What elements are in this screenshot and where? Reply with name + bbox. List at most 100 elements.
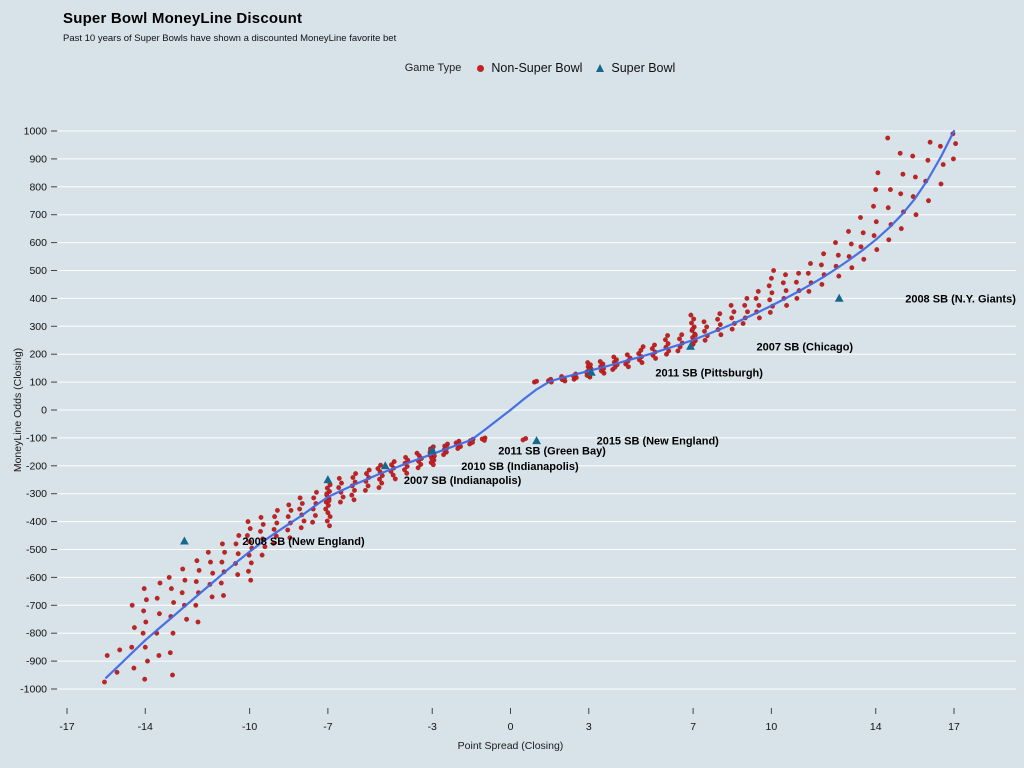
super-bowl-point xyxy=(380,461,390,470)
data-point xyxy=(336,485,342,491)
data-point xyxy=(744,295,750,301)
data-point xyxy=(821,251,827,257)
super-bowl-point xyxy=(532,436,541,445)
data-point xyxy=(207,559,214,565)
non-super-bowl-marker-icon xyxy=(477,64,485,72)
data-point xyxy=(233,541,239,547)
data-point xyxy=(675,348,681,354)
data-point xyxy=(874,247,880,253)
data-point xyxy=(679,332,685,338)
data-point xyxy=(142,644,148,650)
data-point xyxy=(887,187,893,193)
y-tick-label: 800 xyxy=(29,181,47,193)
super-bowl-marker-icon xyxy=(596,64,605,72)
data-point xyxy=(925,198,932,204)
data-point xyxy=(285,527,291,533)
data-point xyxy=(140,630,146,636)
data-point xyxy=(848,241,854,247)
y-tick-label: -700 xyxy=(26,600,47,612)
super-bowl-annotation: 2008 SB (N.Y. Giants) xyxy=(905,293,1016,305)
data-point xyxy=(324,485,330,491)
data-point xyxy=(131,665,137,671)
data-point xyxy=(195,619,201,625)
data-point xyxy=(338,480,345,486)
data-point xyxy=(166,574,172,580)
legend-item-super-bowl: Super Bowl xyxy=(596,61,675,75)
data-point xyxy=(900,171,906,177)
data-point xyxy=(210,570,216,576)
data-point xyxy=(742,302,748,308)
legend: Game Type Non-Super Bowl Super Bowl xyxy=(28,61,1024,75)
super-bowl-annotation: 2007 SB (Chicago) xyxy=(757,341,854,353)
data-point xyxy=(953,141,959,147)
data-point xyxy=(194,558,200,564)
y-tick-label: -500 xyxy=(26,544,47,556)
data-point xyxy=(653,355,659,361)
data-point xyxy=(766,283,772,289)
x-tick-label: -7 xyxy=(323,721,332,733)
data-point xyxy=(379,480,385,486)
data-point xyxy=(220,592,227,599)
data-point xyxy=(793,279,799,285)
data-point xyxy=(913,212,919,218)
data-point xyxy=(184,616,190,622)
data-point xyxy=(857,214,864,221)
y-tick-label: 400 xyxy=(29,293,47,305)
data-point xyxy=(349,492,355,498)
data-point xyxy=(832,240,839,246)
data-point xyxy=(649,346,655,352)
data-point xyxy=(520,437,526,443)
data-point xyxy=(131,625,137,631)
data-point xyxy=(717,322,723,328)
data-point xyxy=(897,150,903,156)
super-bowl-point xyxy=(427,445,437,454)
y-tick-label: -100 xyxy=(26,432,47,444)
data-point xyxy=(691,316,697,322)
data-point xyxy=(861,256,867,262)
data-point xyxy=(101,679,108,685)
data-point xyxy=(285,514,291,520)
data-point xyxy=(740,320,746,327)
data-point xyxy=(129,644,135,650)
data-point xyxy=(692,332,698,338)
data-point xyxy=(391,459,397,465)
data-point xyxy=(325,502,331,508)
y-tick-label: -300 xyxy=(26,488,47,500)
data-point xyxy=(179,590,185,596)
data-point xyxy=(771,267,777,274)
data-point xyxy=(248,577,254,583)
gridlines xyxy=(58,130,1016,690)
data-point xyxy=(312,512,318,519)
data-point xyxy=(298,525,304,531)
data-point xyxy=(782,272,789,278)
x-tick-label: -10 xyxy=(242,721,257,733)
data-point xyxy=(718,332,724,338)
data-point xyxy=(170,630,176,636)
data-point xyxy=(794,295,800,301)
legend-item-label: Non-Super Bowl xyxy=(491,61,583,75)
y-tick-label: 1000 xyxy=(24,126,48,138)
data-point xyxy=(378,462,384,468)
data-point xyxy=(219,541,225,547)
data-point xyxy=(688,320,695,326)
y-tick-label: -800 xyxy=(26,628,47,640)
super-bowl-annotation: 2008 SB (New England) xyxy=(242,536,365,548)
trend-line xyxy=(104,129,956,679)
data-point xyxy=(731,309,737,315)
data-point xyxy=(244,532,250,539)
y-tick-label: 200 xyxy=(29,349,47,361)
data-point xyxy=(168,586,174,592)
x-axis-title: Point Spread (Closing) xyxy=(457,740,564,752)
data-point xyxy=(271,526,277,532)
x-tick-label: 10 xyxy=(766,721,778,733)
data-point xyxy=(193,602,199,608)
data-point xyxy=(717,311,723,317)
data-point xyxy=(257,528,264,534)
data-point xyxy=(245,568,252,574)
y-tick-label: 700 xyxy=(29,209,47,221)
data-point xyxy=(404,470,410,476)
data-point xyxy=(327,514,333,520)
data-point xyxy=(768,275,774,281)
